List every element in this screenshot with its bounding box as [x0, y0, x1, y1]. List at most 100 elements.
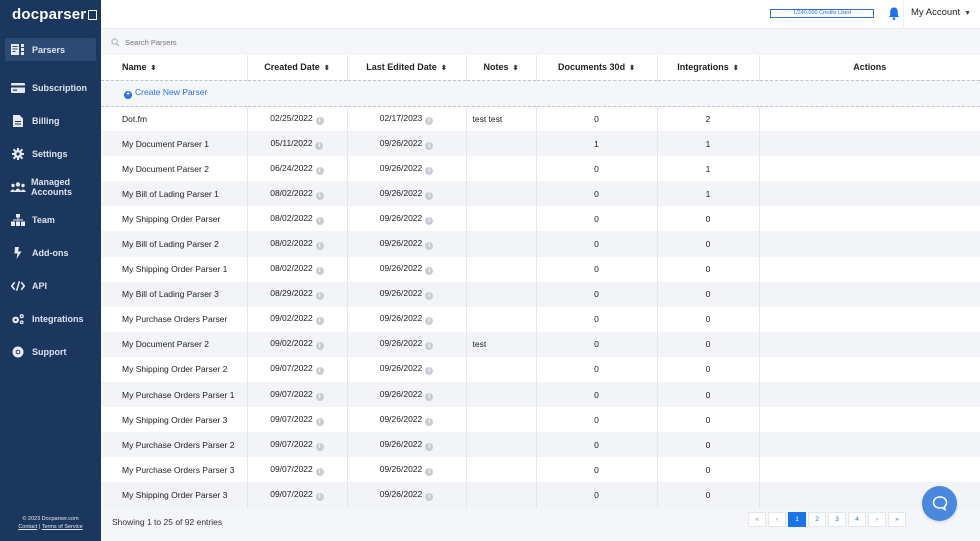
column-header-documents-30d[interactable]: Documents 30d ⬍ — [536, 55, 658, 81]
parser-name[interactable]: My Bill of Lading Parser 3 — [101, 281, 248, 307]
info-icon[interactable]: i — [425, 242, 434, 251]
info-icon[interactable]: i — [315, 216, 324, 225]
parser-name[interactable]: My Shipping Order Parser 3 — [101, 407, 248, 433]
table-row[interactable]: Dot.fm 02/25/2022 i 02/17/2023 i test test 0 2 — [101, 106, 980, 132]
sidebar-item-add-ons[interactable]: Add-ons — [0, 236, 101, 269]
parser-name[interactable]: My Purchase Orders Parser — [101, 306, 248, 332]
info-icon[interactable]: i — [315, 367, 324, 376]
parser-name[interactable]: My Document Parser 1 — [101, 131, 248, 157]
table-row[interactable]: My Shipping Order Parser 2 09/07/2022 i 09/… — [101, 356, 980, 383]
info-icon[interactable]: i — [425, 417, 434, 426]
sidebar-item-managed-accounts[interactable]: Managed Accounts — [0, 170, 101, 203]
info-icon[interactable]: i — [315, 242, 324, 251]
page-1-button[interactable]: 1 — [788, 512, 806, 527]
table-row[interactable]: My Shipping Order Parser 08/02/2022 i 09/26… — [101, 206, 980, 232]
info-icon[interactable]: i — [425, 116, 434, 125]
info-icon[interactable]: i — [425, 267, 434, 276]
info-icon[interactable]: i — [425, 342, 434, 351]
info-icon[interactable]: i — [425, 392, 434, 401]
parser-name[interactable]: Dot.fm — [101, 106, 248, 132]
info-icon[interactable]: i — [425, 191, 434, 200]
sidebar-item-support[interactable]: Support — [0, 335, 101, 368]
column-header-created-date[interactable]: Created Date ⬍ — [247, 55, 348, 81]
parser-name[interactable]: My Purchase Orders Parser 2 — [101, 432, 248, 458]
sidebar-item-team[interactable]: Team — [0, 203, 101, 236]
bell-icon[interactable] — [888, 7, 900, 20]
info-icon[interactable]: i — [425, 367, 434, 376]
page-2-button[interactable]: 2 — [808, 512, 826, 527]
sidebar-item-api[interactable]: API — [0, 269, 101, 302]
info-icon[interactable]: i — [315, 116, 324, 125]
terms-link[interactable]: Terms of Service — [41, 524, 83, 530]
sidebar-item-subscription[interactable]: Subscription — [0, 71, 101, 104]
create-new-parser-link[interactable]: + Create New Parser — [101, 80, 980, 107]
info-icon[interactable]: i — [425, 467, 434, 476]
info-icon[interactable]: i — [315, 267, 324, 276]
info-icon[interactable]: i — [315, 166, 324, 175]
info-icon[interactable]: i — [425, 216, 434, 225]
parser-name[interactable]: My Purchase Orders Parser 1 — [101, 382, 248, 408]
table-row[interactable]: My Shipping Order Parser 3 09/07/2022 i 09/… — [101, 407, 980, 433]
table-row[interactable]: My Shipping Order Parser 3 09/07/2022 i 09/… — [101, 482, 980, 508]
parser-name[interactable]: My Shipping Order Parser 3 — [101, 482, 248, 508]
first-page-button[interactable]: « — [748, 512, 766, 527]
info-icon[interactable]: i — [425, 141, 434, 150]
table-row[interactable]: My Document Parser 2 09/02/2022 i 09/26/202… — [101, 331, 980, 357]
parser-name[interactable]: My Shipping Order Parser — [101, 206, 248, 232]
info-icon[interactable]: i — [315, 492, 324, 501]
parser-name[interactable]: My Bill of Lading Parser 2 — [101, 231, 248, 257]
sidebar-item-integrations[interactable]: Integrations — [0, 302, 101, 335]
info-icon[interactable]: i — [425, 292, 434, 301]
next-page-button[interactable]: › — [868, 512, 886, 527]
prev-page-button[interactable]: ‹ — [768, 512, 786, 527]
parser-name[interactable]: My Shipping Order Parser 2 — [101, 356, 248, 383]
sidebar-item-billing[interactable]: Billing — [0, 104, 101, 137]
page-3-button[interactable]: 3 — [828, 512, 846, 527]
sidebar-item-label: Support — [32, 346, 67, 357]
table-row[interactable]: My Bill of Lading Parser 3 08/29/2022 i 09/… — [101, 281, 980, 307]
table-row[interactable]: My Bill of Lading Parser 2 08/02/2022 i 09/… — [101, 231, 980, 257]
table-row[interactable]: My Purchase Orders Parser 2 09/07/2022 i 09… — [101, 432, 980, 458]
last-page-button[interactable]: » — [888, 512, 906, 527]
edited-date-cell: 09/26/2022 i — [347, 356, 467, 383]
logo[interactable]: docparser — [12, 6, 98, 23]
page-4-button[interactable]: 4 — [848, 512, 866, 527]
info-icon[interactable]: i — [425, 317, 434, 326]
table-row[interactable]: My Document Parser 2 06/24/2022 i 09/26/202… — [101, 156, 980, 182]
parser-name[interactable]: My Document Parser 2 — [101, 156, 248, 182]
table-row[interactable]: My Bill of Lading Parser 1 08/02/2022 i 09/… — [101, 181, 980, 207]
column-header-last-edited-date[interactable]: Last Edited Date ⬍ — [347, 55, 467, 81]
sidebar-item-label: Parsers — [32, 44, 66, 55]
sidebar-item-settings[interactable]: Settings — [0, 137, 101, 170]
table-row[interactable]: My Document Parser 1 05/11/2022 i 09/26/202… — [101, 131, 980, 157]
column-header-notes[interactable]: Notes ⬍ — [466, 55, 537, 81]
table-row[interactable]: My Purchase Orders Parser 09/02/2022 i 09/2… — [101, 306, 980, 332]
sidebar-item-parsers[interactable]: Parsers — [5, 38, 96, 61]
info-icon[interactable]: i — [315, 191, 324, 200]
info-icon[interactable]: i — [315, 317, 324, 326]
info-icon[interactable]: i — [315, 392, 324, 401]
info-icon[interactable]: i — [315, 141, 324, 150]
info-icon[interactable]: i — [315, 292, 324, 301]
table-row[interactable]: My Purchase Orders Parser 3 09/07/2022 i 09… — [101, 457, 980, 483]
parser-name[interactable]: My Bill of Lading Parser 1 — [101, 181, 248, 207]
parser-name[interactable]: My Document Parser 2 — [101, 331, 248, 357]
column-header-name[interactable]: Name ⬍ — [101, 55, 248, 81]
chat-support-button[interactable] — [922, 486, 957, 521]
info-icon[interactable]: i — [425, 442, 434, 451]
parser-name[interactable]: My Purchase Orders Parser 3 — [101, 457, 248, 483]
column-header-integrations[interactable]: Integrations ⬍ — [657, 55, 760, 81]
info-icon[interactable]: i — [315, 442, 324, 451]
table-row[interactable]: My Purchase Orders Parser 1 09/07/2022 i 09… — [101, 382, 980, 408]
info-icon[interactable]: i — [425, 166, 434, 175]
created-date-cell: 06/24/2022 i — [247, 156, 348, 182]
search-input[interactable] — [125, 37, 325, 47]
info-icon[interactable]: i — [425, 492, 434, 501]
info-icon[interactable]: i — [315, 342, 324, 351]
info-icon[interactable]: i — [315, 467, 324, 476]
table-row[interactable]: My Shipping Order Parser 1 08/02/2022 i 09/… — [101, 256, 980, 282]
contact-link[interactable]: Contact — [18, 524, 38, 530]
my-account-dropdown[interactable]: My Account ▼ — [911, 7, 971, 18]
info-icon[interactable]: i — [315, 417, 324, 426]
parser-name[interactable]: My Shipping Order Parser 1 — [101, 256, 248, 282]
